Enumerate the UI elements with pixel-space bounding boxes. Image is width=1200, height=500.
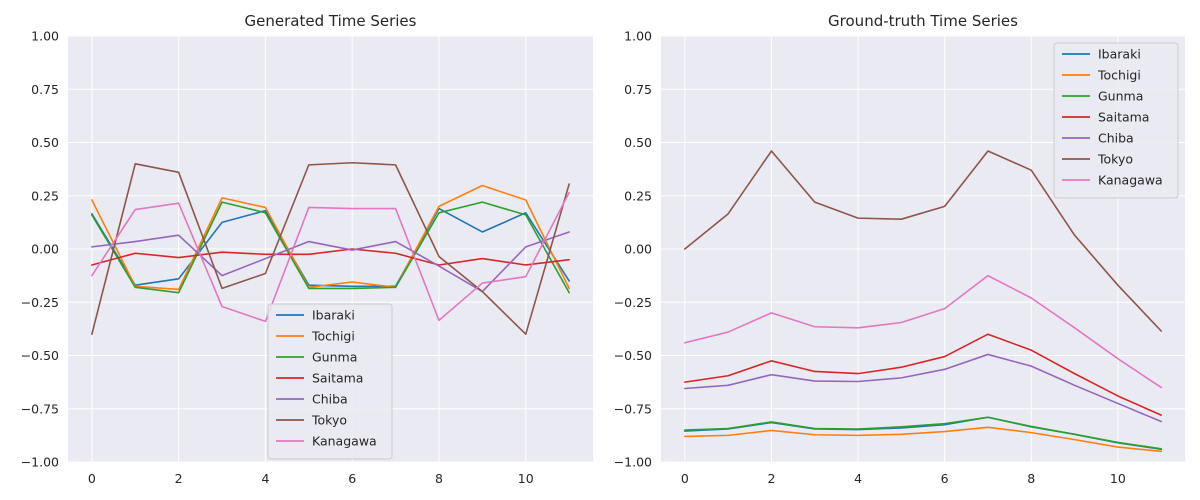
generated-legend-label-gunma: Gunma [312,350,357,365]
ground-truth-series-line-kanagawa [684,274,1162,389]
generated-ytick-label: 0.00 [31,242,59,257]
generated-legend-label-ibaraki: Ibaraki [312,308,355,323]
generated-ytick-label: 0.75 [31,82,59,97]
ground-truth-legend-label-ibaraki: Ibaraki [1098,47,1141,62]
generated-xtick-label: 4 [261,471,269,486]
ground-truth-ytick-label: 0.75 [624,82,652,97]
ground-truth-legend: Ibaraki Tochigi Gunma Saitama Chiba Tokyo Kana… [1053,42,1179,199]
ground-truth-ytick-label: −0.75 [614,401,652,416]
generated-series-line-ibaraki [91,207,570,288]
ground-truth-xtick-label: 6 [941,471,949,486]
right-chart-panel: −1.00 −0.75 −0.50 −0.25 0.00 0.25 0.50 0.75 1.00… [614,12,1185,486]
ground-truth-legend-label-chiba: Chiba [1098,131,1134,146]
generated-series-line-tokyo [91,161,570,336]
ground-truth-legend-label-tochigi: Tochigi [1097,68,1141,83]
generated-ytick-label: −0.25 [21,295,59,310]
ground-truth-ytick-label: 0.00 [624,242,652,257]
generated-series-line-gunma [91,201,570,294]
generated-xtick-label: 10 [518,471,534,486]
generated-xtick-label: 2 [175,471,183,486]
ground-truth-series-line-tochigi [684,426,1162,453]
ground-truth-legend-label-tokyo: Tokyo [1097,152,1133,167]
generated-legend-label-saitama: Saitama [312,371,363,386]
ground-truth-legend-label-saitama: Saitama [1098,110,1149,125]
generated-legend: Ibaraki Tochigi Gunma Saitama Chiba Tokyo Kana… [267,303,393,460]
ground-truth-chart-title: Ground-truth Time Series [828,12,1018,30]
generated-chart-title: Generated Time Series [245,12,417,30]
generated-ytick-label: −1.00 [21,455,59,470]
generated-ytick-label: −0.75 [21,401,59,416]
ground-truth-ytick-label: −0.50 [614,348,652,363]
left-chart-panel: −1.00 −0.75 −0.50 −0.25 0.00 0.25 0.50 0.75 1.00… [21,12,593,486]
generated-legend-label-chiba: Chiba [312,392,348,407]
ground-truth-ytick-label: 0.50 [624,135,652,150]
ground-truth-ytick-label: 1.00 [624,29,652,44]
ground-truth-ytick-label: 0.25 [624,188,652,203]
generated-series-line-tochigi [91,184,570,291]
generated-ytick-label: 0.50 [31,135,59,150]
ground-truth-xtick-label: 4 [854,471,862,486]
ground-truth-series-line-gunma [684,416,1162,450]
ground-truth-series-line-tokyo [684,150,1162,332]
ground-truth-xtick-label: 10 [1110,471,1126,486]
generated-xtick-label: 0 [88,471,96,486]
generated-series-line-chiba [91,231,570,293]
generated-legend-label-tochigi: Tochigi [311,329,355,344]
ground-truth-ytick-label: −1.00 [614,455,652,470]
generated-legend-label-kanagawa: Kanagawa [312,434,377,449]
generated-ytick-label: 1.00 [31,29,59,44]
ground-truth-series-line-chiba [684,353,1162,423]
generated-legend-label-tokyo: Tokyo [311,413,347,428]
ground-truth-ytick-label: −0.25 [614,295,652,310]
generated-series-line-kanagawa [91,191,570,323]
ground-truth-legend-label-gunma: Gunma [1098,89,1143,104]
ground-truth-legend-label-kanagawa: Kanagawa [1098,173,1163,188]
generated-series-line-saitama [91,248,570,266]
ground-truth-series-line-saitama [684,333,1162,416]
generated-ytick-label: −0.50 [21,348,59,363]
generated-xtick-label: 8 [435,471,443,486]
generated-ytick-label: 0.25 [31,188,59,203]
generated-xtick-label: 6 [348,471,356,486]
ground-truth-xtick-label: 2 [767,471,775,486]
ground-truth-xtick-label: 8 [1027,471,1035,486]
ground-truth-xtick-label: 0 [681,471,689,486]
